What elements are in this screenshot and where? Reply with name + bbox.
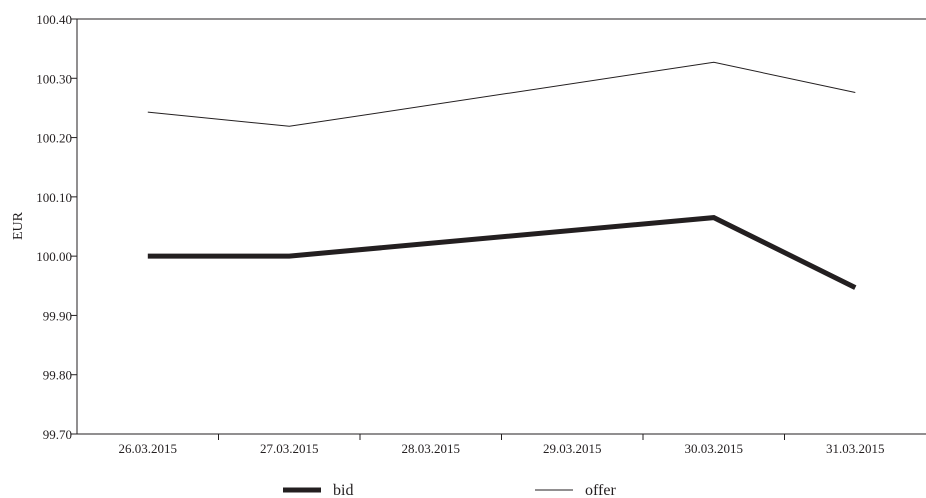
legend-label: offer	[585, 482, 616, 498]
y-tick-label: 99.70	[43, 427, 72, 442]
chart-axes	[76, 18, 926, 435]
y-tick-label: 99.80	[43, 368, 72, 383]
x-tick-label: 27.03.2015	[260, 441, 319, 456]
y-tick-label: 100.00	[36, 249, 72, 264]
x-tick-label: 28.03.2015	[402, 441, 461, 456]
y-tick-label: 99.90	[43, 308, 72, 323]
legend: bid offer	[283, 482, 616, 498]
series-layer	[147, 61, 857, 290]
y-axis-label: EUR	[11, 211, 26, 240]
legend-item-bid: bid	[283, 482, 353, 498]
series-line-bid	[147, 215, 857, 290]
x-tick-label: 31.03.2015	[826, 441, 885, 456]
x-tick-label: 26.03.2015	[119, 441, 178, 456]
y-tick-label: 100.40	[36, 12, 72, 27]
x-axis-ticks: 26.03.2015 27.03.2015 28.03.2015 29.03.2015…	[119, 434, 885, 456]
x-tick-label: 30.03.2015	[685, 441, 744, 456]
legend-label: bid	[333, 482, 353, 498]
y-tick-label: 100.20	[36, 131, 72, 146]
series-line-offer	[147, 61, 856, 127]
x-tick-label: 29.03.2015	[543, 441, 602, 456]
legend-item-offer: offer	[535, 482, 616, 498]
y-axis-ticks: 100.40 100.30 100.20 100.10 100.00 99.90 99.80…	[36, 12, 77, 442]
y-tick-label: 100.10	[36, 190, 72, 205]
y-tick-label: 100.30	[36, 71, 72, 86]
